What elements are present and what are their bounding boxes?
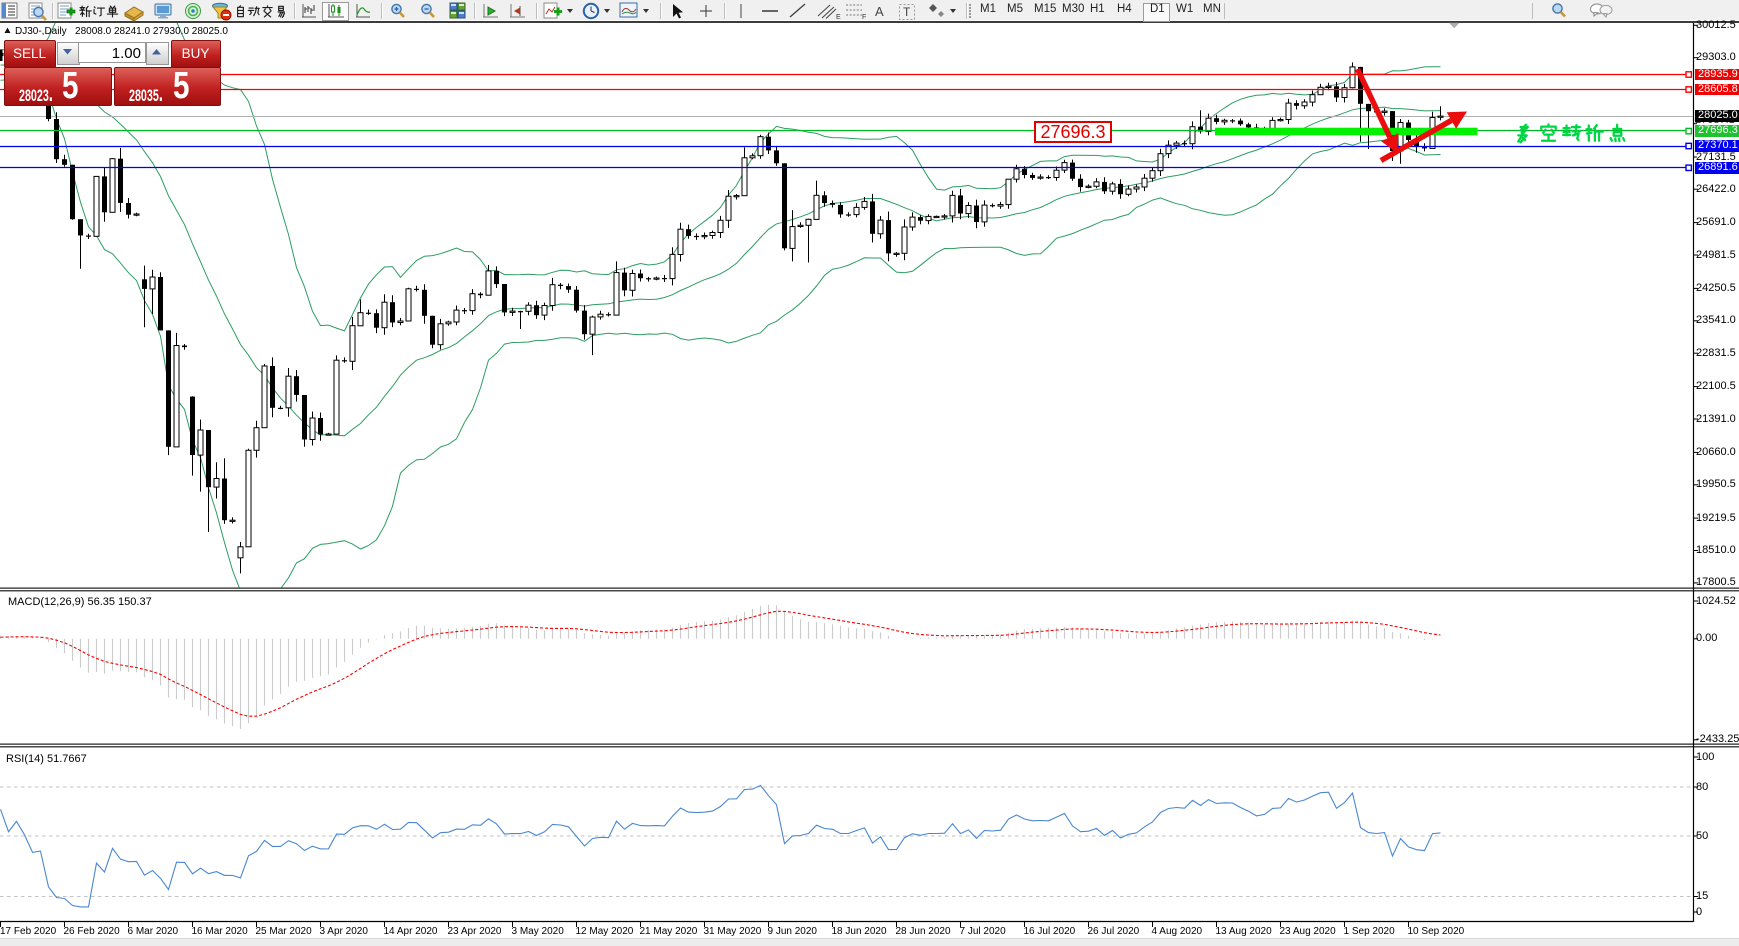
svg-text:A: A — [875, 4, 884, 19]
svg-text:T: T — [903, 5, 911, 19]
svg-text:F: F — [862, 14, 866, 21]
svg-text:E: E — [836, 14, 841, 21]
